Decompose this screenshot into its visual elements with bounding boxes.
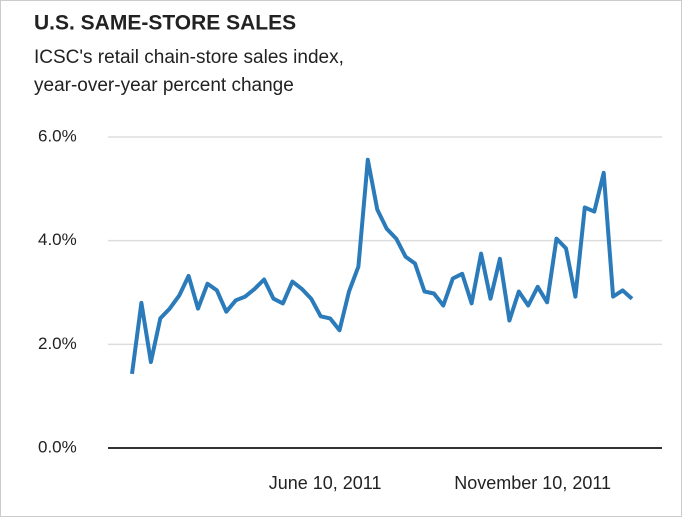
chart-subtitle: ICSC's retail chain-store sales index, bbox=[34, 47, 344, 68]
x-tick-label: November 10, 2011 bbox=[454, 473, 611, 493]
y-tick-label: 0.0% bbox=[38, 437, 77, 456]
chart-title: U.S. SAME-STORE SALES bbox=[34, 12, 296, 35]
y-tick-label: 4.0% bbox=[38, 230, 77, 249]
y-tick-label: 6.0% bbox=[38, 126, 77, 145]
y-tick-label: 2.0% bbox=[38, 334, 77, 353]
x-tick-label: June 10, 2011 bbox=[269, 473, 382, 493]
chart-subtitle: year-over-year percent change bbox=[34, 75, 294, 96]
line bbox=[130, 157, 634, 375]
